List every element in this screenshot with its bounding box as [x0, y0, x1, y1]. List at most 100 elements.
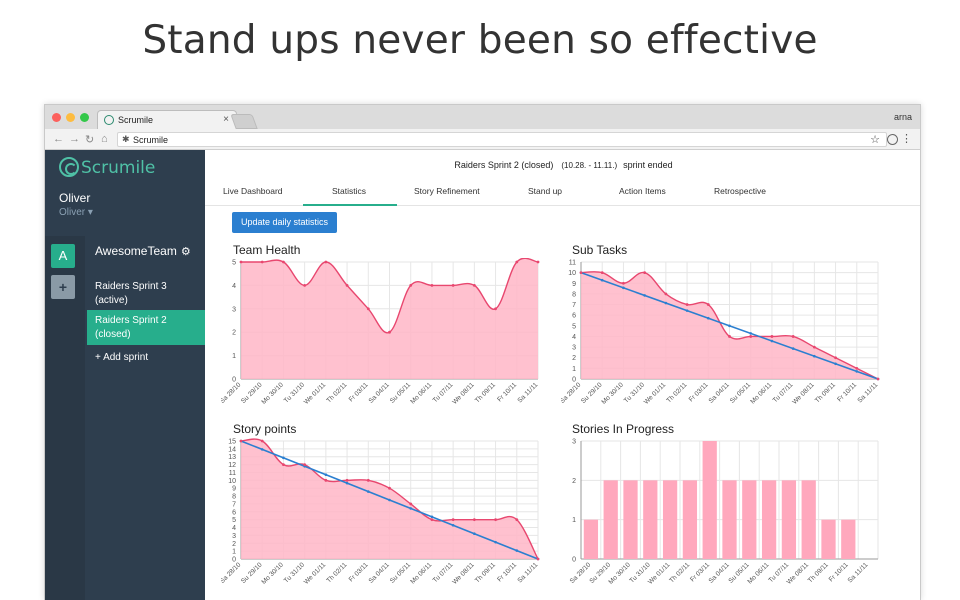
- trend-point: [706, 316, 710, 320]
- y-tick-label: 5: [232, 517, 236, 524]
- x-tick-label: We 01/11: [647, 561, 672, 586]
- x-tick-label: Th 02/11: [668, 561, 691, 584]
- address-bar-row: ← → ↻ ⌂ ✱ Scrumile ☆ ⋮: [45, 129, 920, 150]
- gear-icon[interactable]: ⚙: [180, 246, 191, 258]
- bar: [682, 480, 698, 559]
- sprint-status-text: sprint ended: [623, 160, 673, 170]
- bar: [821, 519, 836, 559]
- sprint-status: (active): [95, 295, 128, 306]
- data-point: [536, 260, 540, 264]
- sprint-dates: (10.28. - 11.11.): [561, 161, 618, 170]
- data-point: [282, 260, 285, 264]
- browser-tab-title: Scrumile: [118, 115, 154, 125]
- page-headline: Stand ups never been so effective: [142, 18, 818, 63]
- data-point: [876, 377, 880, 381]
- data-point: [812, 345, 816, 349]
- maximize-window-icon[interactable]: [80, 113, 89, 122]
- close-window-icon[interactable]: [52, 113, 61, 122]
- data-point: [324, 478, 328, 482]
- y-tick-label: 1: [232, 353, 236, 360]
- data-point: [834, 356, 837, 360]
- x-tick-label: Sa 04/11: [368, 381, 392, 405]
- data-point: [303, 463, 307, 466]
- data-point: [430, 518, 434, 522]
- bar: [742, 480, 757, 559]
- new-tab-button[interactable]: [230, 114, 258, 129]
- forward-arrow-icon[interactable]: →: [69, 133, 80, 145]
- y-tick-label: 11: [569, 260, 576, 267]
- data-point: [855, 366, 859, 370]
- data-point: [366, 478, 370, 482]
- active-tab-indicator: [303, 204, 397, 206]
- trend-point: [600, 278, 604, 282]
- y-tick-label: 15: [228, 439, 236, 446]
- trend-point: [728, 324, 731, 328]
- address-input[interactable]: ✱ Scrumile ☆: [117, 132, 887, 147]
- extension-icon[interactable]: [887, 134, 898, 145]
- tab-live-dashboard[interactable]: Live Dashboard: [223, 186, 283, 196]
- y-tick-label: 6: [232, 509, 236, 516]
- tab-bar: Live Dashboard Statistics Story Refineme…: [205, 178, 920, 206]
- tab-close-icon[interactable]: ×: [223, 114, 229, 125]
- sprint-status: (closed): [95, 329, 131, 340]
- add-team-button[interactable]: +: [51, 275, 75, 299]
- x-tick-label: Th 02/11: [665, 381, 688, 404]
- data-point: [451, 284, 455, 287]
- add-sprint-link[interactable]: + Add sprint: [95, 352, 149, 363]
- browser-user-name[interactable]: arna: [893, 112, 912, 122]
- data-point: [770, 335, 774, 338]
- browser-window: Scrumile × arna ← → ↻ ⌂ ✱ Scrumile ☆ ⋮ S…: [44, 104, 921, 600]
- back-arrow-icon[interactable]: ←: [53, 133, 64, 145]
- reload-icon[interactable]: ↻: [85, 134, 95, 146]
- bookmark-star-icon[interactable]: ☆: [870, 134, 880, 146]
- trend-point: [451, 523, 455, 527]
- tab-story-refinement[interactable]: Story Refinement: [414, 186, 480, 196]
- trend-point: [494, 540, 497, 544]
- minimize-window-icon[interactable]: [66, 113, 75, 122]
- tab-stand-up[interactable]: Stand up: [528, 186, 563, 196]
- home-icon[interactable]: ⌂: [101, 133, 108, 145]
- browser-menu-icon[interactable]: ⋮: [901, 133, 912, 145]
- main-content: Raiders Sprint 2 (closed) (10.28. - 11.11…: [205, 150, 920, 600]
- y-tick-label: 4: [232, 283, 236, 290]
- trend-point: [770, 339, 774, 343]
- update-daily-statistics-button[interactable]: Update daily statistics: [232, 212, 337, 233]
- x-tick-label: Th 09/11: [807, 561, 830, 584]
- sprint-label: Raiders Sprint 2: [95, 315, 167, 326]
- y-tick-label: 2: [232, 541, 236, 548]
- y-tick-label: 3: [232, 306, 236, 313]
- team-avatar-button[interactable]: A: [51, 244, 75, 268]
- sidebar-item-sprint-2[interactable]: Raiders Sprint 2 (closed): [87, 310, 205, 345]
- user-menu-toggle[interactable]: Oliver ▾: [59, 207, 93, 218]
- tab-statistics[interactable]: Statistics: [332, 186, 367, 196]
- data-point: [706, 303, 710, 306]
- team-health-title: Team Health: [233, 243, 301, 257]
- tab-action-items[interactable]: Action Items: [619, 186, 666, 196]
- app-logo[interactable]: Scrumile: [59, 157, 155, 178]
- browser-tab[interactable]: Scrumile ×: [97, 110, 237, 129]
- bar: [702, 441, 717, 559]
- browser-tab-bar: Scrumile × arna: [45, 105, 920, 129]
- sidebar-item-sprint-3[interactable]: Raiders Sprint 3 (active): [87, 276, 205, 312]
- y-tick-label: 9: [232, 486, 236, 493]
- x-tick-label: We 01/11: [303, 381, 328, 406]
- data-point: [515, 518, 519, 522]
- trend-point: [622, 286, 625, 290]
- x-tick-label: Sa 28/10: [561, 381, 583, 405]
- trend-point: [345, 481, 349, 485]
- y-tick-label: 10: [228, 478, 236, 485]
- x-tick-label: Th 09/11: [814, 381, 837, 404]
- x-tick-label: Sa 04/11: [368, 561, 392, 585]
- scrumile-favicon-icon: [104, 115, 114, 125]
- sprint-header: Raiders Sprint 2 (closed) (10.28. - 11.11…: [205, 160, 920, 170]
- tab-retrospective[interactable]: Retrospective: [714, 186, 766, 196]
- y-tick-label: 13: [228, 454, 236, 461]
- x-tick-label: We 08/11: [451, 561, 476, 586]
- data-point: [282, 463, 285, 466]
- y-tick-label: 3: [232, 533, 236, 540]
- y-tick-label: 2: [232, 330, 236, 337]
- trend-point: [749, 332, 753, 335]
